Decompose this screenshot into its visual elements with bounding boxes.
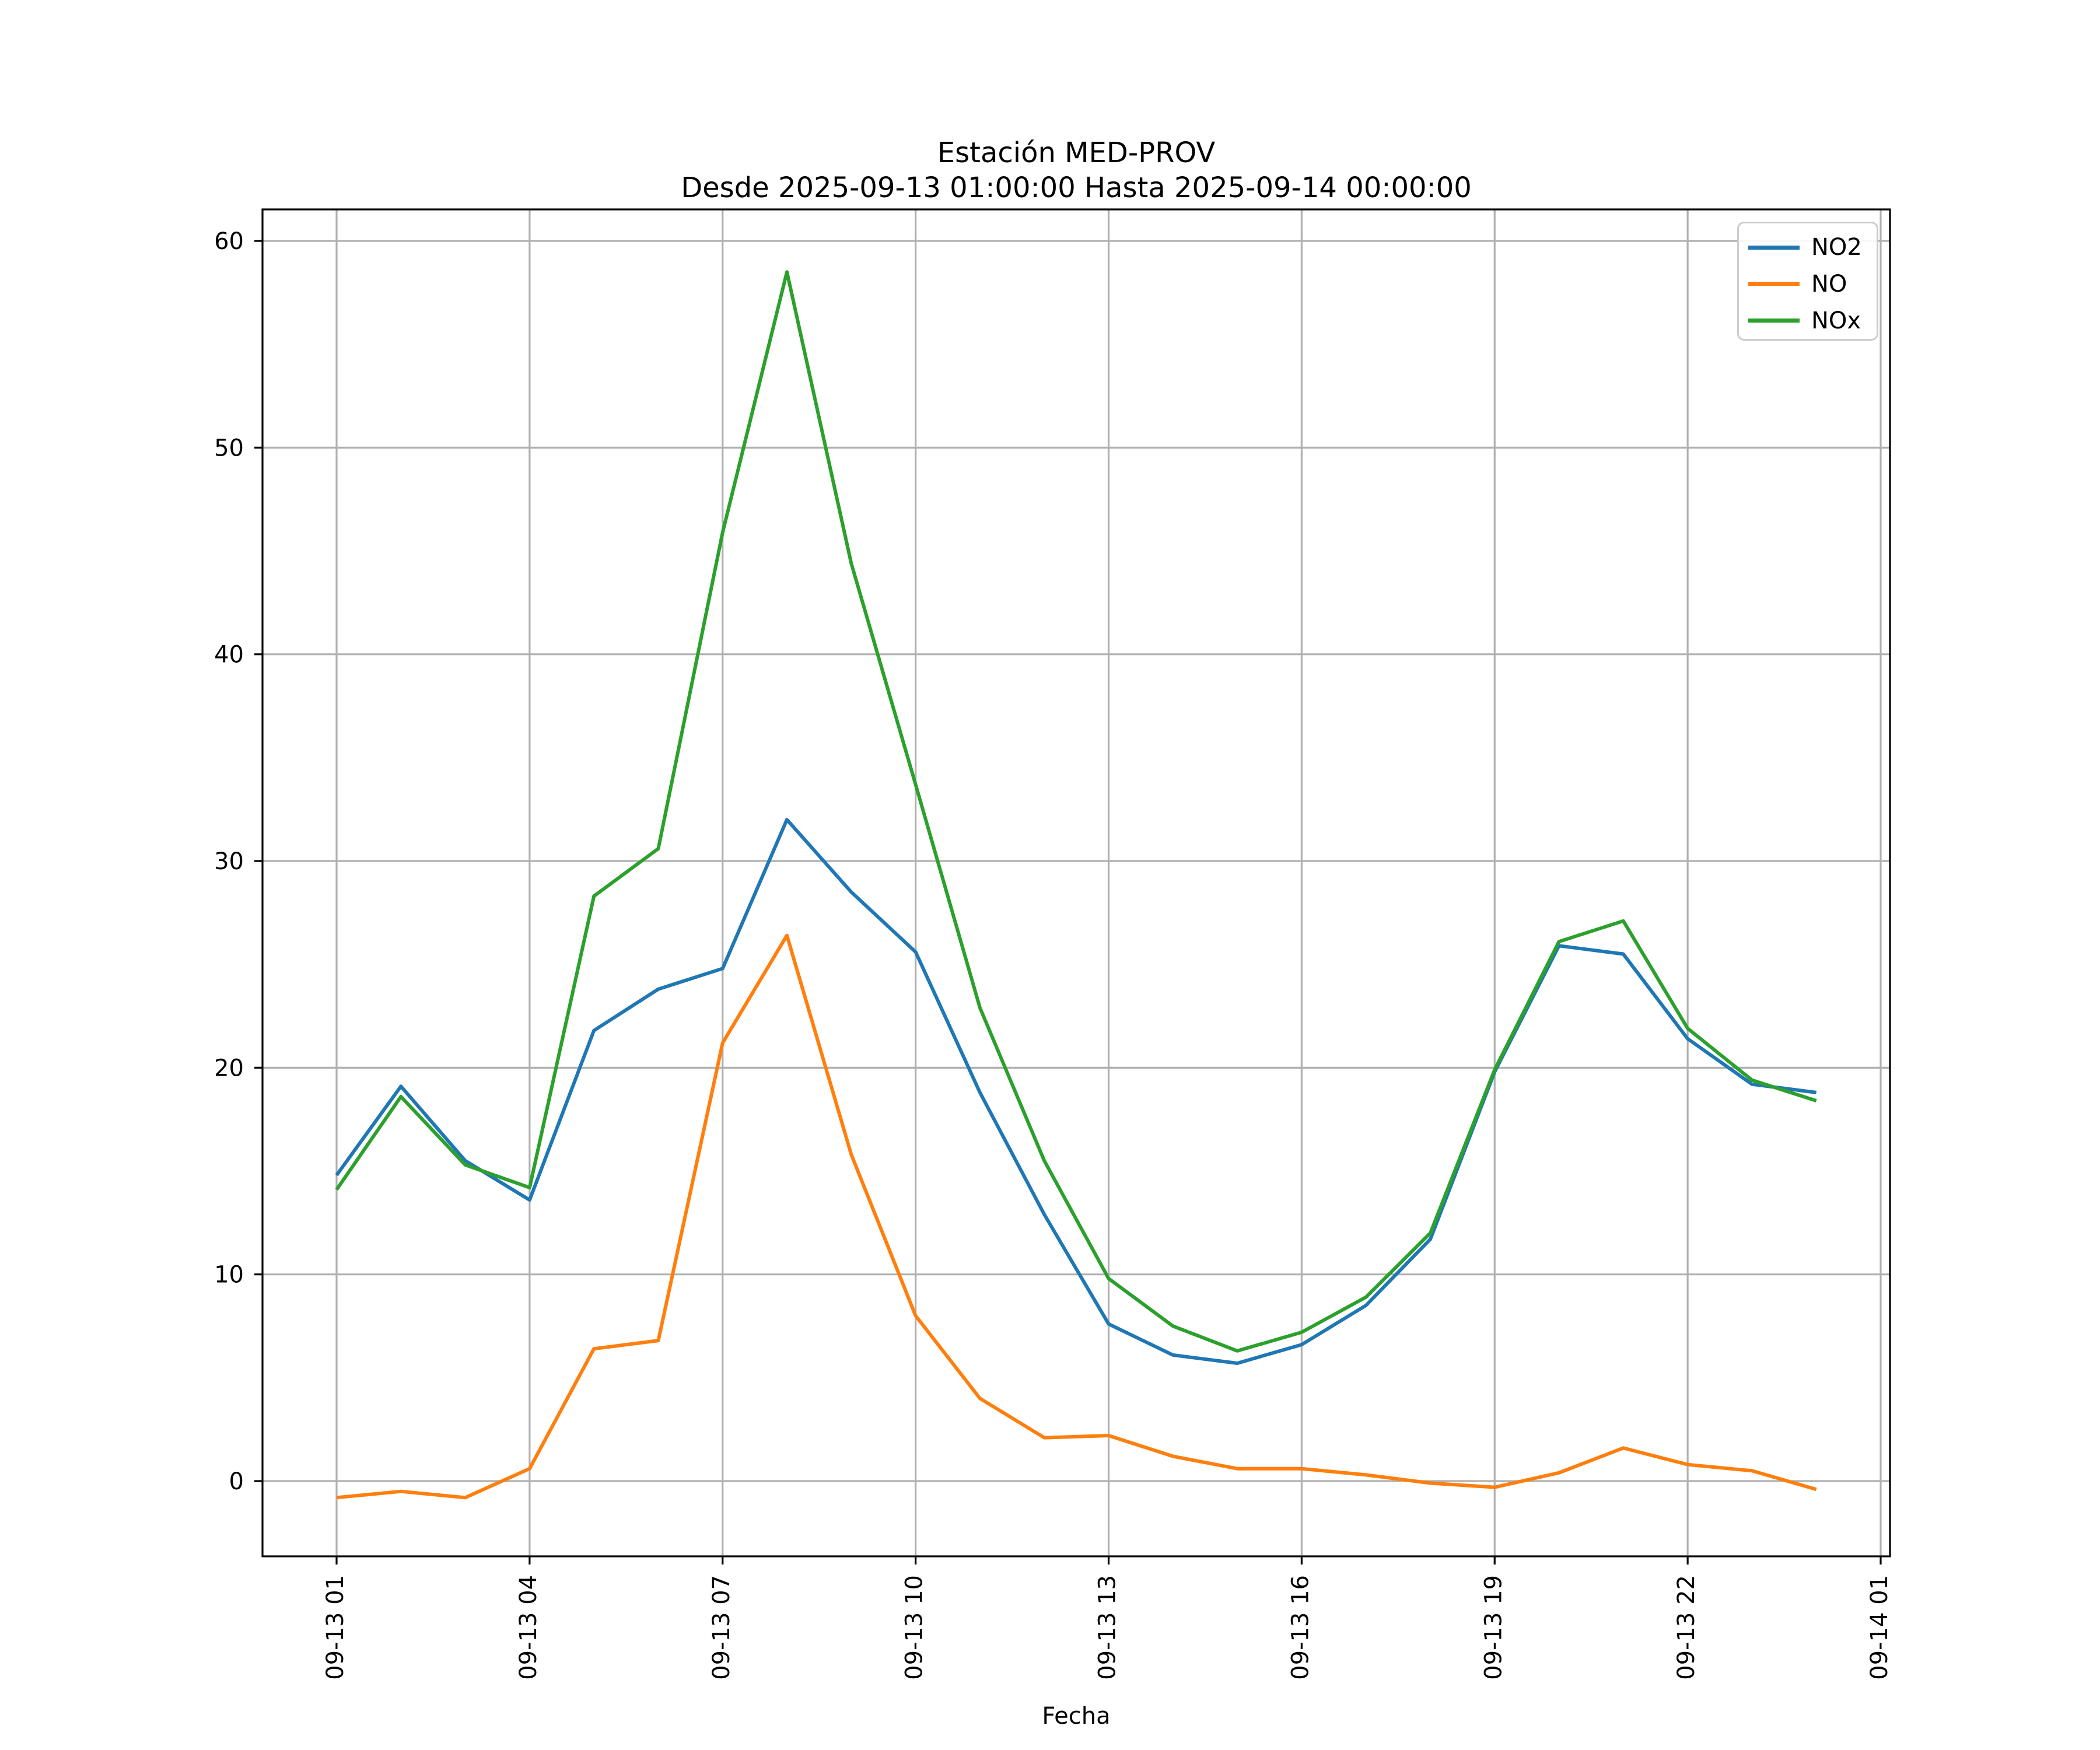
y-tick-label: 50	[214, 435, 244, 461]
grid-layer	[262, 209, 1890, 1556]
legend-item-no: NO	[1748, 267, 1877, 301]
axes-layer	[254, 208, 1891, 1564]
legend-label-nox: NOx	[1811, 307, 1861, 334]
x-tick-label: 09-13 13	[1094, 1575, 1121, 1680]
tick-label-layer: 0 10 20 30 40 50 60 09-13 01 09-13 04 09-13 07 09-…	[214, 228, 1893, 1680]
x-tick-label: 09-14 01	[1866, 1575, 1893, 1680]
y-tick-label: 20	[214, 1055, 244, 1082]
y-tick-label: 0	[229, 1468, 244, 1495]
x-axis-label: Fecha	[1042, 1703, 1110, 1730]
series-layer	[335, 270, 1817, 1500]
legend-line-sample-no2	[1748, 245, 1800, 250]
legend-item-no2: NO2	[1748, 230, 1877, 264]
chart-subtitle: Desde 2025-09-13 01:00:00 Hasta 2025-09-…	[681, 172, 1472, 204]
x-tick-label: 09-13 04	[515, 1575, 542, 1680]
x-tick-label: 09-13 01	[322, 1575, 349, 1680]
legend-label-no2: NO2	[1811, 234, 1862, 261]
x-tick-label: 09-13 10	[901, 1575, 928, 1680]
y-tick-label: 60	[214, 228, 244, 255]
x-tick-label: 09-13 22	[1673, 1575, 1700, 1680]
y-tick-label: 10	[214, 1262, 244, 1289]
series-line-no	[336, 933, 1817, 1500]
y-tick-label: 30	[214, 848, 244, 875]
chart-title: Estación MED-PROV	[937, 136, 1216, 169]
legend: NO2 NO NOx	[1737, 222, 1878, 341]
legend-line-sample-no	[1748, 282, 1800, 286]
x-tick-label: 09-13 07	[708, 1575, 735, 1680]
x-tick-label: 09-13 16	[1287, 1575, 1314, 1680]
x-tick-label: 09-13 19	[1480, 1575, 1507, 1680]
plot-border	[261, 208, 1891, 1558]
legend-label-no: NO	[1811, 270, 1847, 298]
series-line-no2	[335, 818, 1817, 1365]
legend-line-sample-nox	[1748, 318, 1800, 323]
legend-item-nox: NOx	[1748, 304, 1877, 338]
series-line-nox	[335, 270, 1817, 1353]
y-tick-label: 40	[214, 642, 244, 668]
